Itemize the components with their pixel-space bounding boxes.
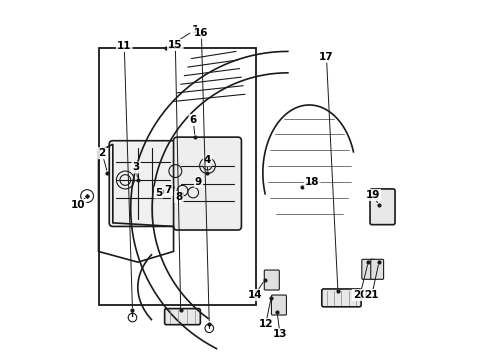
- Text: 9: 9: [195, 177, 202, 187]
- Text: 10: 10: [71, 200, 85, 210]
- Text: 15: 15: [168, 40, 183, 50]
- Text: 6: 6: [190, 115, 197, 125]
- Text: 19: 19: [366, 190, 380, 200]
- Text: 14: 14: [247, 290, 262, 300]
- Text: 1: 1: [192, 25, 198, 35]
- Text: 21: 21: [365, 290, 379, 300]
- Text: 20: 20: [353, 290, 368, 300]
- Text: 2: 2: [98, 148, 106, 158]
- FancyBboxPatch shape: [370, 189, 395, 225]
- Text: 8: 8: [175, 192, 183, 202]
- Text: 5: 5: [155, 188, 162, 198]
- Text: 17: 17: [319, 52, 334, 62]
- Text: 18: 18: [305, 177, 319, 187]
- Text: 3: 3: [132, 162, 140, 172]
- Text: 4: 4: [204, 156, 211, 165]
- Text: 7: 7: [165, 185, 172, 195]
- FancyBboxPatch shape: [109, 141, 177, 226]
- Text: 11: 11: [117, 41, 131, 51]
- FancyBboxPatch shape: [173, 137, 242, 230]
- FancyBboxPatch shape: [165, 309, 200, 325]
- Text: 12: 12: [258, 319, 273, 329]
- FancyBboxPatch shape: [371, 259, 384, 279]
- FancyBboxPatch shape: [264, 270, 279, 290]
- Text: 16: 16: [194, 28, 209, 38]
- FancyBboxPatch shape: [322, 289, 361, 307]
- FancyBboxPatch shape: [271, 295, 287, 315]
- FancyBboxPatch shape: [362, 259, 375, 279]
- Text: 13: 13: [273, 329, 287, 339]
